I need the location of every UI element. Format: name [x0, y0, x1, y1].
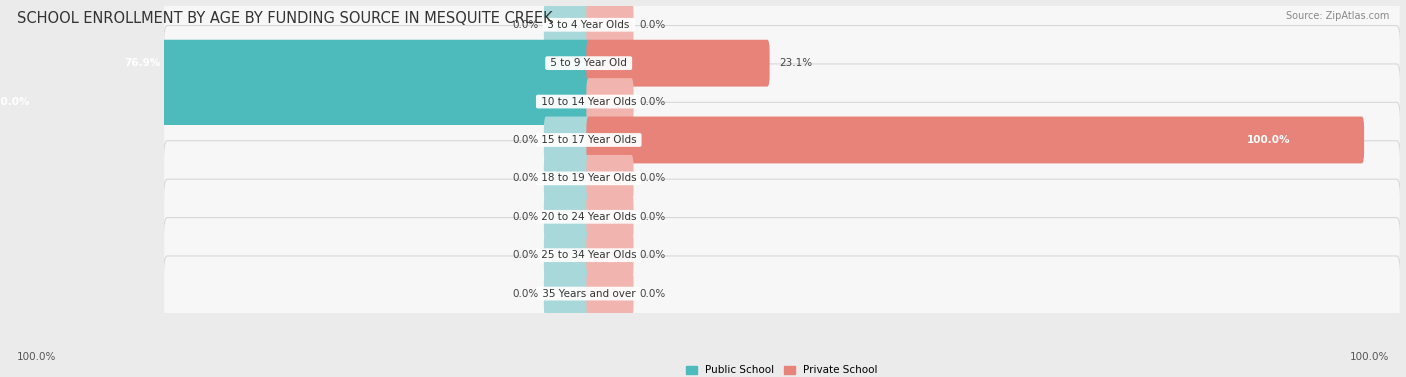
- Legend: Public School, Private School: Public School, Private School: [686, 365, 877, 375]
- FancyBboxPatch shape: [163, 102, 1400, 178]
- FancyBboxPatch shape: [163, 256, 1400, 331]
- FancyBboxPatch shape: [163, 64, 1400, 139]
- Text: SCHOOL ENROLLMENT BY AGE BY FUNDING SOURCE IN MESQUITE CREEK: SCHOOL ENROLLMENT BY AGE BY FUNDING SOUR…: [17, 11, 553, 26]
- FancyBboxPatch shape: [544, 270, 591, 317]
- Text: 100.0%: 100.0%: [17, 352, 56, 362]
- FancyBboxPatch shape: [544, 193, 591, 240]
- Text: 35 Years and over: 35 Years and over: [538, 288, 638, 299]
- Text: 23.1%: 23.1%: [779, 58, 813, 68]
- Text: 0.0%: 0.0%: [512, 135, 538, 145]
- FancyBboxPatch shape: [163, 141, 1400, 216]
- Text: 0.0%: 0.0%: [638, 97, 665, 107]
- Text: 18 to 19 Year Olds: 18 to 19 Year Olds: [537, 173, 640, 183]
- Text: 0.0%: 0.0%: [638, 288, 665, 299]
- Text: 3 to 4 Year Olds: 3 to 4 Year Olds: [544, 20, 633, 30]
- FancyBboxPatch shape: [586, 2, 634, 48]
- FancyBboxPatch shape: [586, 193, 634, 240]
- Text: 100.0%: 100.0%: [0, 97, 31, 107]
- Text: 10 to 14 Year Olds: 10 to 14 Year Olds: [538, 97, 640, 107]
- FancyBboxPatch shape: [544, 2, 591, 48]
- Text: 76.9%: 76.9%: [125, 58, 160, 68]
- FancyBboxPatch shape: [544, 155, 591, 202]
- Text: 5 to 9 Year Old: 5 to 9 Year Old: [547, 58, 630, 68]
- FancyBboxPatch shape: [163, 0, 1400, 63]
- FancyBboxPatch shape: [586, 78, 634, 125]
- Text: 15 to 17 Year Olds: 15 to 17 Year Olds: [537, 135, 640, 145]
- FancyBboxPatch shape: [544, 232, 591, 279]
- FancyBboxPatch shape: [544, 116, 591, 163]
- Text: 0.0%: 0.0%: [512, 212, 538, 222]
- FancyBboxPatch shape: [586, 155, 634, 202]
- FancyBboxPatch shape: [586, 40, 769, 87]
- Text: 100.0%: 100.0%: [1247, 135, 1291, 145]
- Text: 100.0%: 100.0%: [1350, 352, 1389, 362]
- Text: Source: ZipAtlas.com: Source: ZipAtlas.com: [1285, 11, 1389, 21]
- FancyBboxPatch shape: [163, 179, 1400, 254]
- Text: 0.0%: 0.0%: [638, 173, 665, 183]
- FancyBboxPatch shape: [586, 270, 634, 317]
- FancyBboxPatch shape: [586, 116, 1364, 163]
- FancyBboxPatch shape: [163, 26, 1400, 101]
- Text: 0.0%: 0.0%: [512, 173, 538, 183]
- Text: 25 to 34 Year Olds: 25 to 34 Year Olds: [537, 250, 640, 260]
- Text: 0.0%: 0.0%: [512, 288, 538, 299]
- Text: 0.0%: 0.0%: [638, 20, 665, 30]
- FancyBboxPatch shape: [163, 218, 1400, 293]
- FancyBboxPatch shape: [586, 232, 634, 279]
- Text: 0.0%: 0.0%: [512, 20, 538, 30]
- Text: 0.0%: 0.0%: [638, 250, 665, 260]
- FancyBboxPatch shape: [0, 40, 591, 87]
- Text: 0.0%: 0.0%: [638, 212, 665, 222]
- FancyBboxPatch shape: [0, 78, 591, 125]
- Text: 20 to 24 Year Olds: 20 to 24 Year Olds: [538, 212, 640, 222]
- Text: 0.0%: 0.0%: [512, 250, 538, 260]
